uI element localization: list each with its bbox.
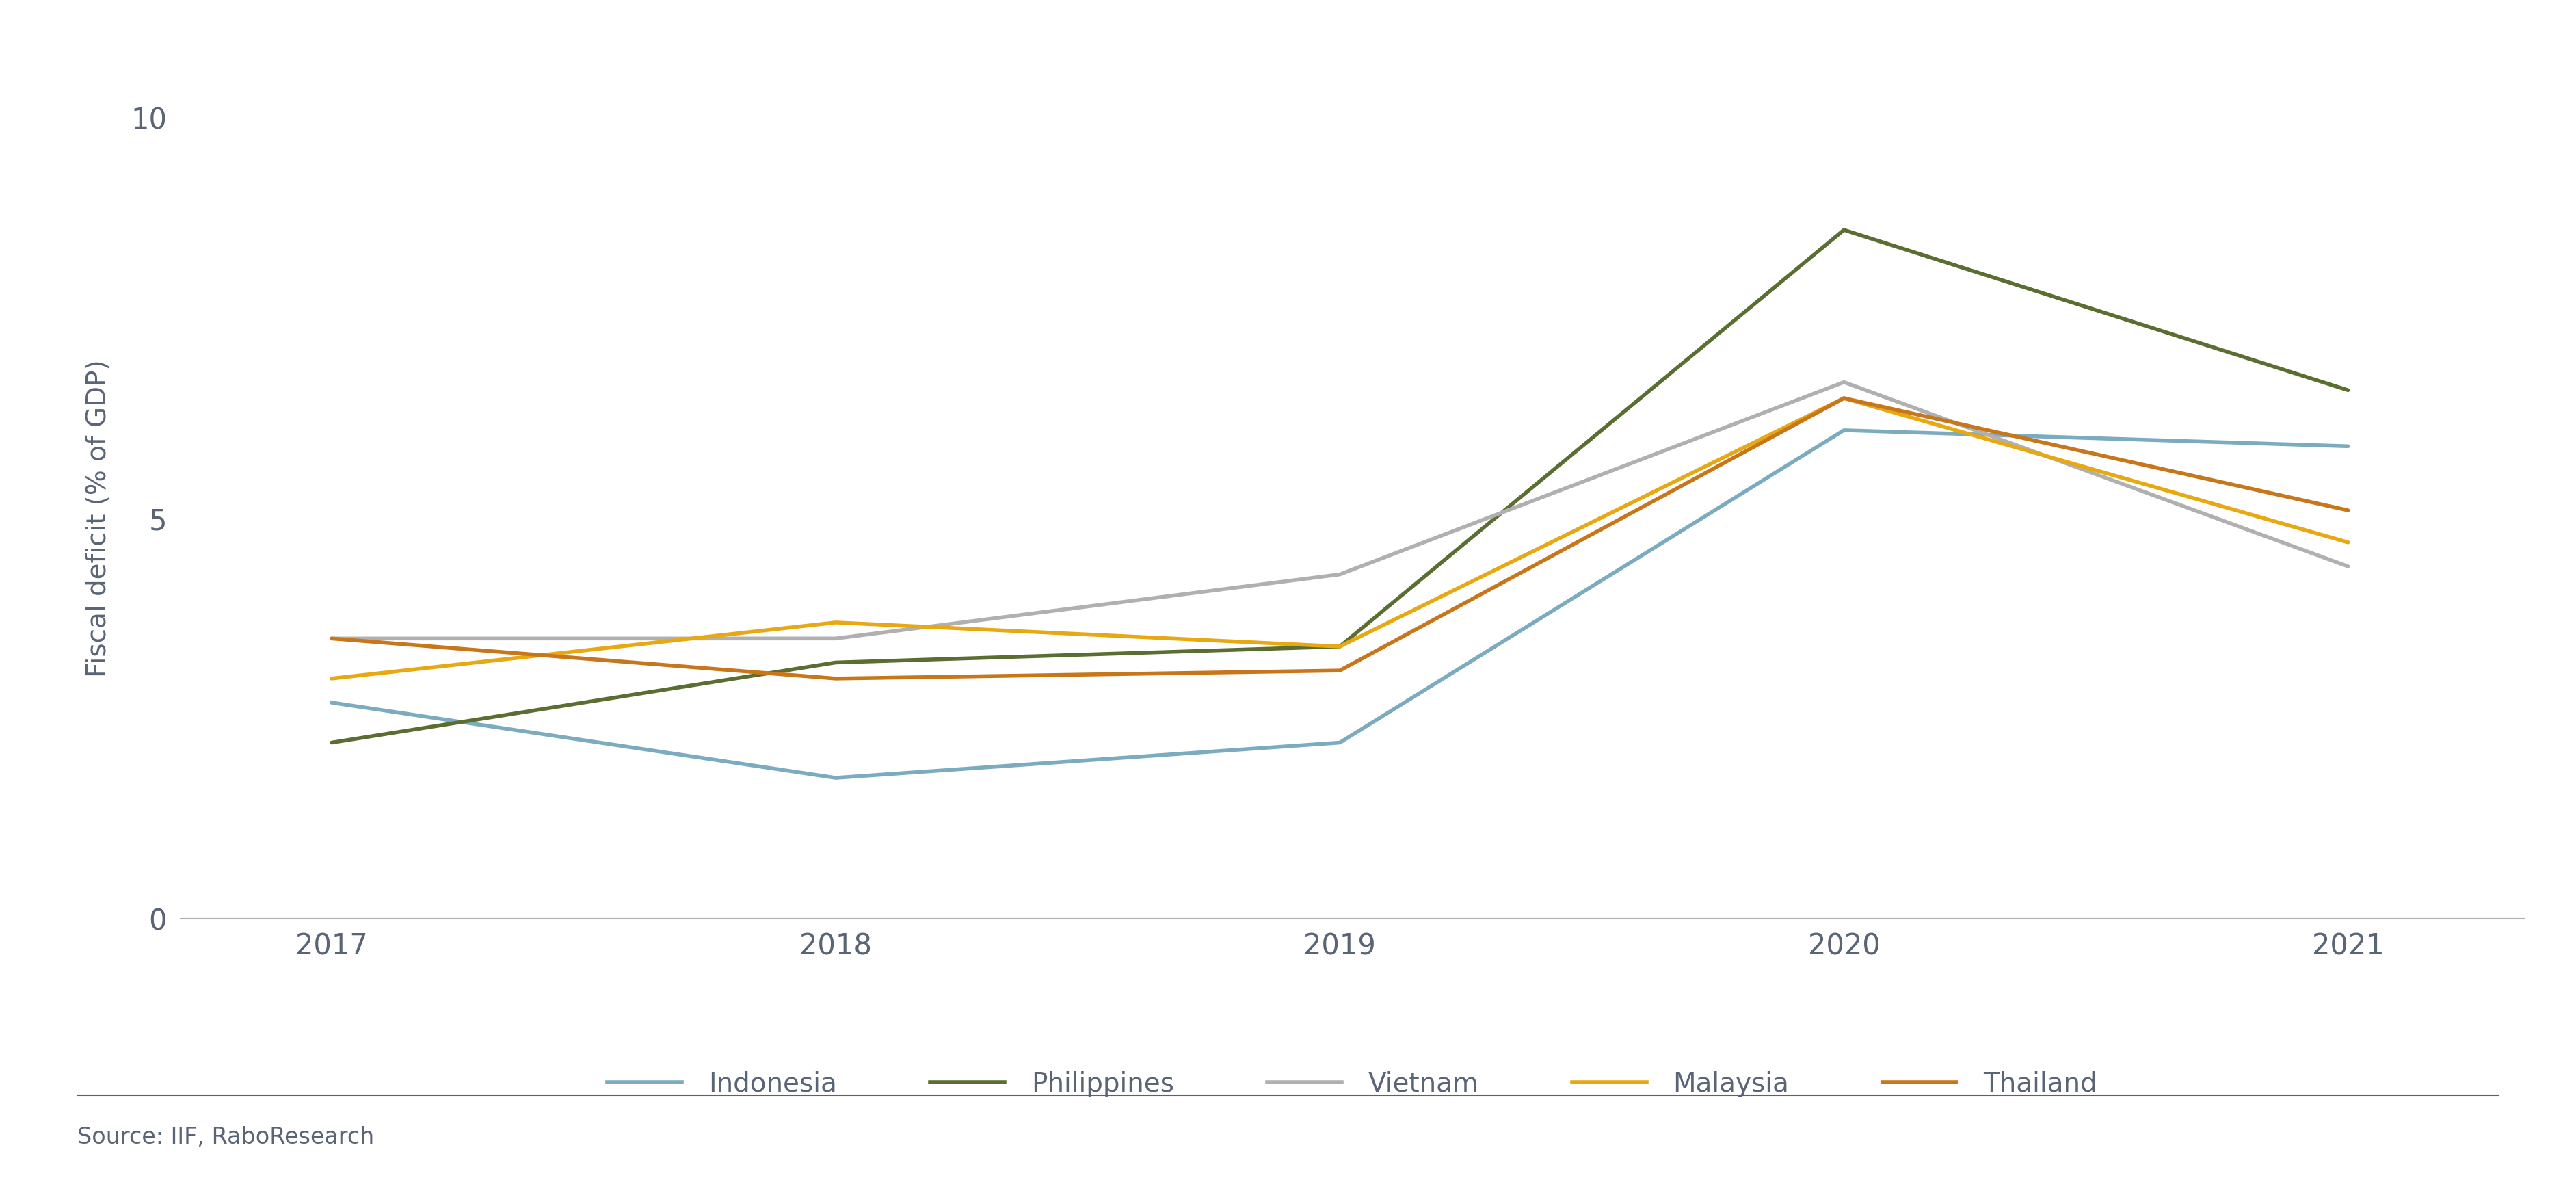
Y-axis label: Fiscal deficit (% of GDP): Fiscal deficit (% of GDP) [85, 359, 111, 677]
Text: Source: IIF, RaboResearch: Source: IIF, RaboResearch [77, 1126, 374, 1149]
Legend: Indonesia, Philippines, Vietnam, Malaysia, Thailand: Indonesia, Philippines, Vietnam, Malaysi… [598, 1060, 2107, 1107]
